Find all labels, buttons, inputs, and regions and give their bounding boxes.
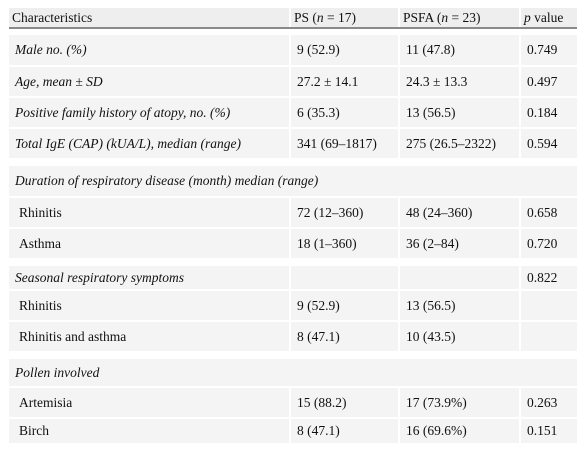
cell-ps: 27.2 ± 14.1	[289, 66, 399, 98]
cell-psfa	[398, 266, 520, 291]
spacer-cell	[9, 159, 577, 166]
header-ps-n-var: n	[316, 9, 324, 25]
header-p-label: value	[530, 9, 564, 25]
row-label: Rhinitis and asthma	[9, 321, 290, 353]
characteristics-table: Characteristics PS (n = 17) PSFA (n = 23…	[9, 8, 577, 445]
cell-p-value: 0.720	[519, 228, 577, 260]
row-label: Rhinitis	[9, 197, 290, 229]
header-psfa-label: PSFA	[403, 9, 434, 25]
cell-ps	[289, 266, 399, 291]
header-ps-n-val: = 17)	[323, 9, 357, 25]
cell-ps: 15 (88.2)	[289, 387, 399, 419]
row-label: Birch	[9, 418, 290, 445]
cell-p-value: 0.822	[519, 266, 577, 291]
cell-ps: 72 (12–360)	[289, 197, 399, 229]
table-row-rhinitis-asthma: Rhinitis and asthma 8 (47.1) 10 (43.5)	[9, 321, 577, 353]
cell-p-value: 0.263	[519, 387, 577, 419]
header-psfa-n-var: n	[441, 9, 449, 25]
spacer-cell	[9, 28, 577, 35]
header-psfa-paren: (	[436, 9, 442, 25]
spacer-row	[9, 352, 577, 359]
table-row-artemisia: Artemisia 15 (88.2) 17 (73.9%) 0.263	[9, 387, 577, 419]
cell-p-value: 0.184	[519, 97, 577, 129]
cell-psfa: 275 (26.5–2322)	[398, 128, 520, 160]
cell-ps: 9 (52.9)	[289, 290, 399, 322]
cell-psfa: 13 (56.5)	[398, 290, 520, 322]
table-header-row: Characteristics PS (n = 17) PSFA (n = 23…	[9, 8, 577, 29]
table-row-total-ige: Total IgE (CAP) (kUA/L), median (range) …	[9, 128, 577, 160]
table-row-rhinitis-duration: Rhinitis 72 (12–360) 48 (24–360) 0.658	[9, 197, 577, 229]
table-row-male: Male no. (%) 9 (52.9) 11 (47.8) 0.749	[9, 35, 577, 67]
cell-p-value: 0.151	[519, 418, 577, 445]
spacer-row	[9, 259, 577, 266]
cell-ps: 9 (52.9)	[289, 35, 399, 67]
header-ps-paren: (	[312, 9, 317, 25]
section-heading: Pollen involved	[9, 359, 577, 388]
table-row-birch: Birch 8 (47.1) 16 (69.6%) 0.151	[9, 418, 577, 445]
header-ps-label: PS	[294, 9, 310, 25]
cell-p-value: 0.749	[519, 35, 577, 67]
cell-psfa: 17 (73.9%)	[398, 387, 520, 419]
cell-ps: 341 (69–1817)	[289, 128, 399, 160]
cell-psfa: 11 (47.8)	[398, 35, 520, 67]
cell-ps: 18 (1–360)	[289, 228, 399, 260]
cell-psfa: 36 (2–84)	[398, 228, 520, 260]
row-label: Age, mean ± SD	[9, 66, 290, 98]
cell-psfa: 13 (56.5)	[398, 97, 520, 129]
cell-p-value	[519, 290, 577, 322]
table-row-pollen-section: Pollen involved	[9, 359, 577, 388]
header-p-var: p	[524, 9, 531, 25]
row-label: Asthma	[9, 228, 290, 260]
header-p-value: p value	[519, 8, 577, 29]
cell-p-value: 0.658	[519, 197, 577, 229]
spacer-row	[9, 159, 577, 166]
table-row-asthma-duration: Asthma 18 (1–360) 36 (2–84) 0.720	[9, 228, 577, 260]
cell-psfa: 10 (43.5)	[398, 321, 520, 353]
row-label: Male no. (%)	[9, 35, 290, 67]
spacer-row	[9, 28, 577, 35]
table-row-age: Age, mean ± SD 27.2 ± 14.1 24.3 ± 13.3 0…	[9, 66, 577, 98]
header-characteristics: Characteristics	[9, 8, 290, 29]
cell-psfa: 24.3 ± 13.3	[398, 66, 520, 98]
header-ps: PS (n = 17)	[289, 8, 399, 29]
row-label: Artemisia	[9, 387, 290, 419]
spacer-cell	[9, 259, 577, 266]
header-characteristics-text: Characteristics	[12, 9, 93, 25]
cell-psfa: 16 (69.6%)	[398, 418, 520, 445]
cell-ps: 8 (47.1)	[289, 418, 399, 445]
row-label: Total IgE (CAP) (kUA/L), median (range)	[9, 128, 290, 160]
header-psfa-n-val: = 23)	[448, 9, 481, 25]
table-row-duration-section: Duration of respiratory disease (month) …	[9, 166, 577, 198]
table-row-family-history: Positive family history of atopy, no. (%…	[9, 97, 577, 129]
table-row-seasonal: Seasonal respiratory symptoms 0.822	[9, 266, 577, 291]
cell-ps: 8 (47.1)	[289, 321, 399, 353]
header-psfa: PSFA (n = 23)	[398, 8, 520, 29]
row-label: Seasonal respiratory symptoms	[9, 266, 290, 291]
cell-p-value: 0.594	[519, 128, 577, 160]
cell-psfa: 48 (24–360)	[398, 197, 520, 229]
spacer-cell	[9, 352, 577, 359]
section-heading: Duration of respiratory disease (month) …	[9, 166, 577, 198]
cell-p-value: 0.497	[519, 66, 577, 98]
table-row-rhinitis-seasonal: Rhinitis 9 (52.9) 13 (56.5)	[9, 290, 577, 322]
row-label: Positive family history of atopy, no. (%…	[9, 97, 290, 129]
cell-p-value	[519, 321, 577, 353]
row-label: Rhinitis	[9, 290, 290, 322]
cell-ps: 6 (35.3)	[289, 97, 399, 129]
